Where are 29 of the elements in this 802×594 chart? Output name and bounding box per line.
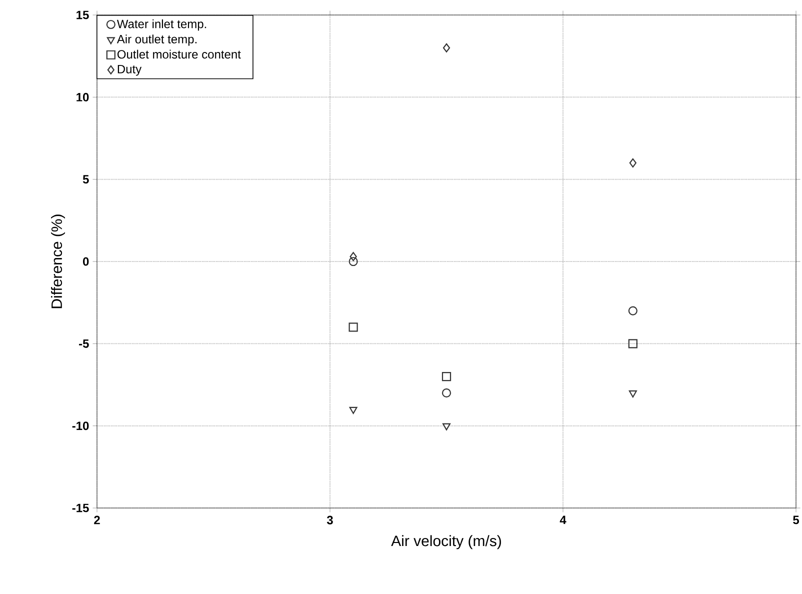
x-tick-label: 4: [560, 516, 566, 524]
point: [349, 406, 358, 414]
y-tick-label: 10: [76, 92, 89, 102]
point: [628, 390, 637, 398]
point: [442, 388, 452, 398]
y-tick-label: 15: [76, 10, 89, 20]
x-tick-label: 2: [94, 516, 100, 524]
y-tick-label: -10: [72, 422, 89, 430]
y-tick-label: -5: [79, 339, 89, 348]
legend-label: Water inlet temp.: [116, 19, 206, 31]
legend-label: Air outlet temp.: [116, 34, 196, 46]
y-axis-title: Difference (%): [51, 214, 65, 308]
point: [628, 306, 638, 316]
point: [442, 43, 450, 52]
legend-label: Outlet moisture content: [117, 50, 241, 59]
point: [348, 322, 358, 332]
y-tick-label: 0: [82, 257, 89, 266]
point: [442, 372, 452, 382]
point: [350, 252, 357, 262]
point: [348, 256, 358, 266]
y-tick-label: -15: [72, 504, 89, 512]
y-tick-label: 5: [82, 175, 89, 184]
point: [628, 339, 638, 348]
legend-label: Duty: [118, 64, 142, 76]
x-tick-label: 5: [793, 516, 800, 524]
x-axis-title: Air velocity (m/s): [391, 535, 501, 550]
point: [629, 158, 636, 168]
point: [442, 423, 451, 430]
x-tick-label: 3: [326, 516, 333, 524]
